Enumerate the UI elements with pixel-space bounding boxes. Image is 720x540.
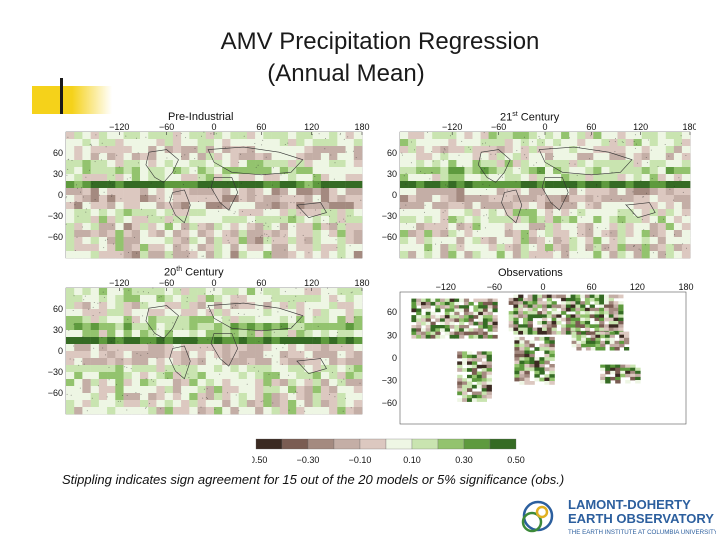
lon-tick-label: 60 [586, 122, 596, 132]
panel-label-20th-century: 20th Century [164, 266, 224, 279]
lon-tick-label: −120 [436, 282, 456, 292]
colorbar-tick-label: 0.30 [455, 455, 473, 465]
map-21st-century: −120 −60 0 60 120 180 60 30 0 −30 −60 [382, 122, 696, 259]
svg-text:LAMONT-DOHERTY: LAMONT-DOHERTY [568, 497, 691, 512]
lon-tick-label: −120 [442, 122, 462, 132]
colorbar-swatch [255, 438, 283, 450]
lon-tick-label: −60 [159, 278, 174, 288]
lat-tick-label: 60 [53, 148, 63, 158]
lamont-doherty-logo: LAMONT-DOHERTY EARTH OBSERVATORY THE EAR… [521, 497, 716, 536]
colorbar-swatch [411, 438, 439, 450]
lat-tick-label: −30 [48, 211, 63, 221]
lon-tick-label: 60 [256, 122, 266, 132]
lon-tick-label: −120 [109, 122, 129, 132]
lat-tick-label: 30 [387, 169, 397, 179]
lat-tick-label: 30 [53, 169, 63, 179]
colorbar-tick-label: −0.10 [349, 455, 372, 465]
lon-tick-label: −120 [109, 278, 129, 288]
svg-text:EARTH OBSERVATORY: EARTH OBSERVATORY [568, 511, 714, 526]
panel-label-21st-century: 21st Century [500, 111, 560, 124]
lat-tick-label: 60 [387, 307, 397, 317]
colorbar-swatch [385, 438, 413, 450]
lat-tick-label: 60 [387, 148, 397, 158]
slide-title-line2: (Annual Mean) [267, 60, 425, 87]
colorbar-tick-label: −0.30 [297, 455, 320, 465]
figure-caption: Stippling indicates sign agreement for 1… [62, 472, 565, 487]
lon-tick-label: −60 [159, 122, 174, 132]
lon-tick-label: 180 [354, 122, 369, 132]
map-observations: −120 −60 0 60 120 180 60 30 0 −30 −60 [382, 282, 694, 425]
lat-tick-label: 60 [53, 304, 63, 314]
lon-tick-label: 120 [630, 282, 645, 292]
lat-tick-label: −30 [382, 375, 397, 385]
colorbar-tick-label: 0.10 [403, 455, 421, 465]
accent-bar [60, 78, 63, 114]
slide-title-line1: AMV Precipitation Regression [220, 28, 540, 55]
lon-tick-label: 60 [256, 278, 266, 288]
lat-tick-label: 0 [58, 190, 63, 200]
colorbar-swatch [307, 438, 335, 450]
lon-tick-label: 180 [682, 122, 696, 132]
colorbar-swatch [489, 438, 517, 450]
accent-block [32, 86, 72, 114]
lon-tick-label: 180 [354, 278, 369, 288]
lat-tick-label: −30 [48, 367, 63, 377]
accent-fade [72, 86, 112, 114]
map-20th-century: −120 −60 0 60 120 180 60 30 0 −30 −60 [48, 278, 370, 415]
lat-tick-label: −30 [382, 211, 397, 221]
lat-tick-label: 0 [58, 346, 63, 356]
colorbar-swatch [333, 438, 361, 450]
lon-tick-label: 120 [633, 122, 648, 132]
lon-tick-label: −60 [487, 282, 502, 292]
svg-text:THE EARTH INSTITUTE AT COLUMBI: THE EARTH INSTITUTE AT COLUMBIA UNIVERSI… [568, 529, 716, 536]
lon-tick-label: 0 [540, 282, 545, 292]
colorbar-swatch [463, 438, 491, 450]
lat-tick-label: 30 [387, 331, 397, 341]
colorbar-swatch [359, 438, 387, 450]
lon-tick-label: 0 [211, 278, 216, 288]
lat-tick-label: 0 [392, 190, 397, 200]
colorbar-tick-label: 0.50 [507, 455, 525, 465]
colorbar-tick-label: −0.50 [252, 455, 267, 465]
colorbar-swatch [281, 438, 309, 450]
colorbar: −0.50 −0.30 −0.10 0.10 0.30 0.50 [252, 438, 525, 465]
lat-tick-label: −60 [48, 388, 63, 398]
map-preindustrial: −120 −60 0 60 120 180 60 30 0 −30 −60 [48, 122, 370, 259]
lat-tick-label: −60 [382, 232, 397, 242]
lat-tick-label: 0 [392, 353, 397, 363]
panel-label-observations: Observations [498, 267, 563, 279]
lon-tick-label: 0 [211, 122, 216, 132]
lat-tick-label: −60 [382, 398, 397, 408]
lon-tick-label: 120 [304, 278, 319, 288]
lon-tick-label: 180 [678, 282, 693, 292]
lat-tick-label: −60 [48, 232, 63, 242]
lon-tick-label: −60 [491, 122, 506, 132]
panel-label-preindustrial: Pre-Industrial [168, 111, 234, 123]
colorbar-swatch [437, 438, 465, 450]
lon-tick-label: 120 [304, 122, 319, 132]
lat-tick-label: 30 [53, 325, 63, 335]
lon-tick-label: 0 [542, 122, 547, 132]
lon-tick-label: 60 [587, 282, 597, 292]
